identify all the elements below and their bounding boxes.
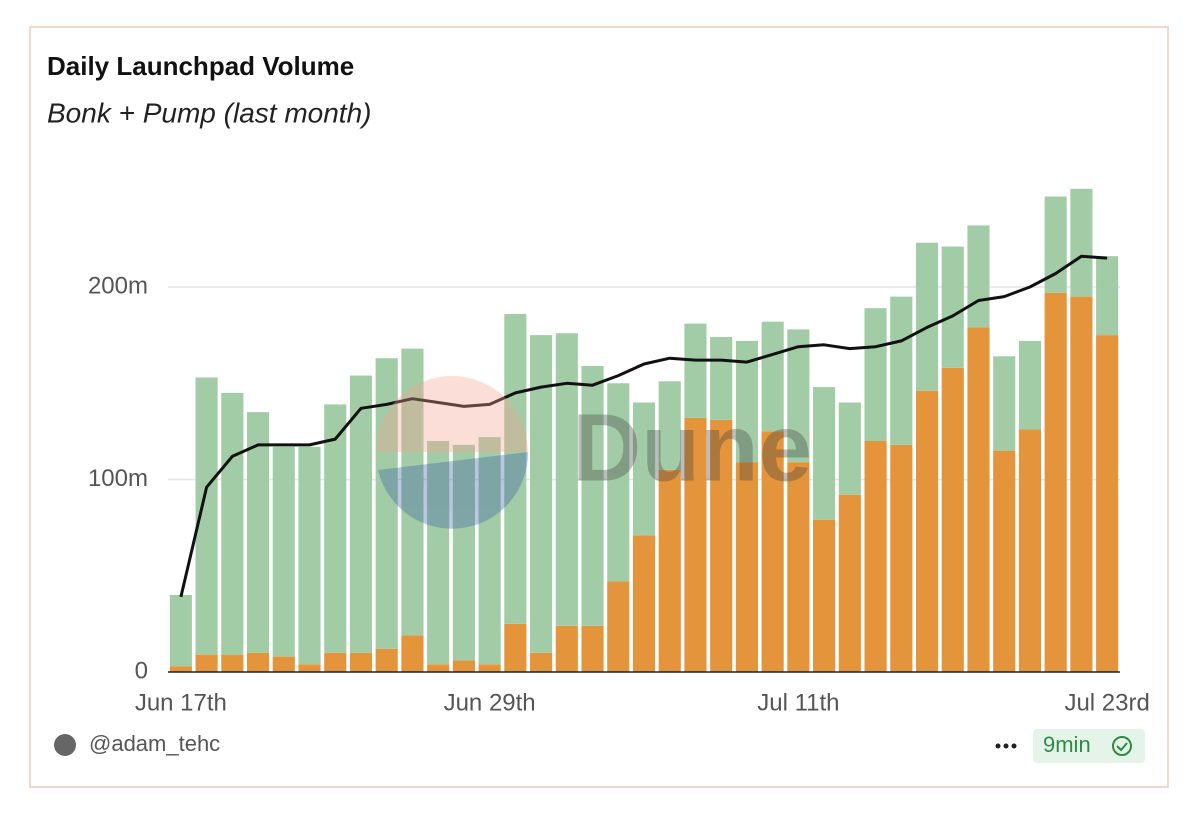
x-tick-label: Jun 17th — [135, 689, 227, 716]
bar-segment — [246, 652, 270, 672]
bar-segment — [427, 441, 450, 665]
x-tick-label: Jun 29th — [444, 689, 536, 716]
bar-segment — [195, 654, 218, 672]
bar-segment — [375, 648, 398, 672]
bar-segment — [967, 225, 990, 328]
bar-segment — [632, 535, 656, 672]
bar-segment — [761, 431, 784, 672]
bar-segment — [272, 656, 295, 672]
bar-segment — [401, 348, 424, 636]
bar-segment — [993, 450, 1016, 672]
x-tick-label: Jul 23rd — [1064, 689, 1149, 716]
bar-segment — [710, 337, 733, 420]
bar-segment — [915, 242, 939, 391]
bar-segment — [530, 335, 553, 653]
bar-segment — [761, 321, 784, 432]
bar-segment — [452, 660, 475, 672]
bar-segment — [298, 664, 321, 672]
bar-segment — [941, 367, 964, 672]
bar-segment — [993, 356, 1016, 451]
bar-segment — [684, 323, 707, 418]
bar-segment — [864, 308, 887, 441]
bar-segment — [1096, 335, 1119, 672]
bar-segment — [452, 444, 475, 661]
bar-segment — [272, 446, 295, 657]
x-tick-label: Jul 11th — [757, 689, 839, 716]
y-tick-label: 0 — [135, 657, 148, 684]
bar-segment — [941, 246, 964, 368]
bar-segment — [349, 652, 373, 672]
more-menu[interactable] — [995, 743, 1017, 749]
line — [179, 254, 1108, 598]
bar-segment — [967, 327, 990, 672]
watermark-text: Dune — [572, 394, 812, 501]
author[interactable]: @adam_tehc — [89, 731, 220, 756]
bar-segment — [607, 581, 630, 672]
bar-segment — [735, 462, 758, 672]
bar-segment — [658, 381, 681, 470]
bar-segment — [375, 358, 398, 649]
bar-segment — [1018, 429, 1042, 672]
bar-segment — [169, 666, 192, 672]
bar-segment — [607, 383, 630, 582]
bar-segment — [813, 387, 836, 520]
bar-segment — [787, 462, 810, 672]
bar-segment — [787, 329, 810, 463]
bar-segment — [1018, 340, 1042, 430]
refresh-time: 9min — [1043, 732, 1091, 757]
bar-segment — [349, 375, 373, 653]
bar-segment — [324, 404, 347, 653]
bar-segment — [735, 340, 758, 463]
bar-segment — [890, 444, 913, 672]
bar-segment — [221, 392, 244, 655]
bar-segment — [813, 519, 836, 672]
bar-segment — [632, 402, 656, 536]
bar-segment — [555, 625, 578, 672]
bar-segment — [427, 664, 450, 672]
author-avatar — [54, 734, 76, 756]
y-tick-label: 100m — [88, 465, 148, 492]
chart-title: Daily Launchpad Volume — [47, 51, 354, 81]
watermark-logo-top — [376, 376, 528, 452]
bar-segment — [298, 446, 321, 665]
bar-segment — [478, 437, 501, 665]
chart-subtitle: Bonk + Pump (last month) — [47, 97, 371, 128]
bar-segment — [555, 333, 578, 626]
watermark-logo-bottom — [378, 452, 529, 529]
bar-segment — [1070, 188, 1093, 297]
bar-segment — [169, 595, 192, 667]
bar-segment — [658, 469, 681, 672]
verified-icon — [1112, 736, 1132, 756]
bar-segment — [1070, 296, 1093, 672]
bar-segment — [581, 365, 604, 626]
bar-segment — [838, 402, 861, 495]
bar-segment — [530, 652, 553, 672]
bar-segment — [324, 652, 347, 672]
bar-segment — [195, 377, 218, 655]
bar-segment — [221, 654, 244, 672]
y-tick-label: 200m — [88, 272, 148, 299]
bar-segment — [838, 494, 861, 672]
bar-segment — [915, 390, 939, 672]
bar-segment — [710, 419, 733, 672]
bar-segment — [581, 625, 604, 672]
bar-segment — [504, 623, 527, 672]
bar-segment — [864, 441, 887, 672]
bar-segment — [401, 635, 424, 672]
bar-segment — [478, 664, 501, 672]
bar-segment — [684, 417, 707, 672]
bar-segment — [1096, 256, 1119, 336]
watermark: Dune — [376, 376, 812, 529]
bar-segment — [1044, 292, 1067, 672]
plot: 0 100m 200m Jun 17th Jun 29th Jul 11th Jul 23r… — [88, 188, 1150, 716]
bar-segment — [890, 296, 913, 445]
bar-segment — [246, 412, 270, 653]
